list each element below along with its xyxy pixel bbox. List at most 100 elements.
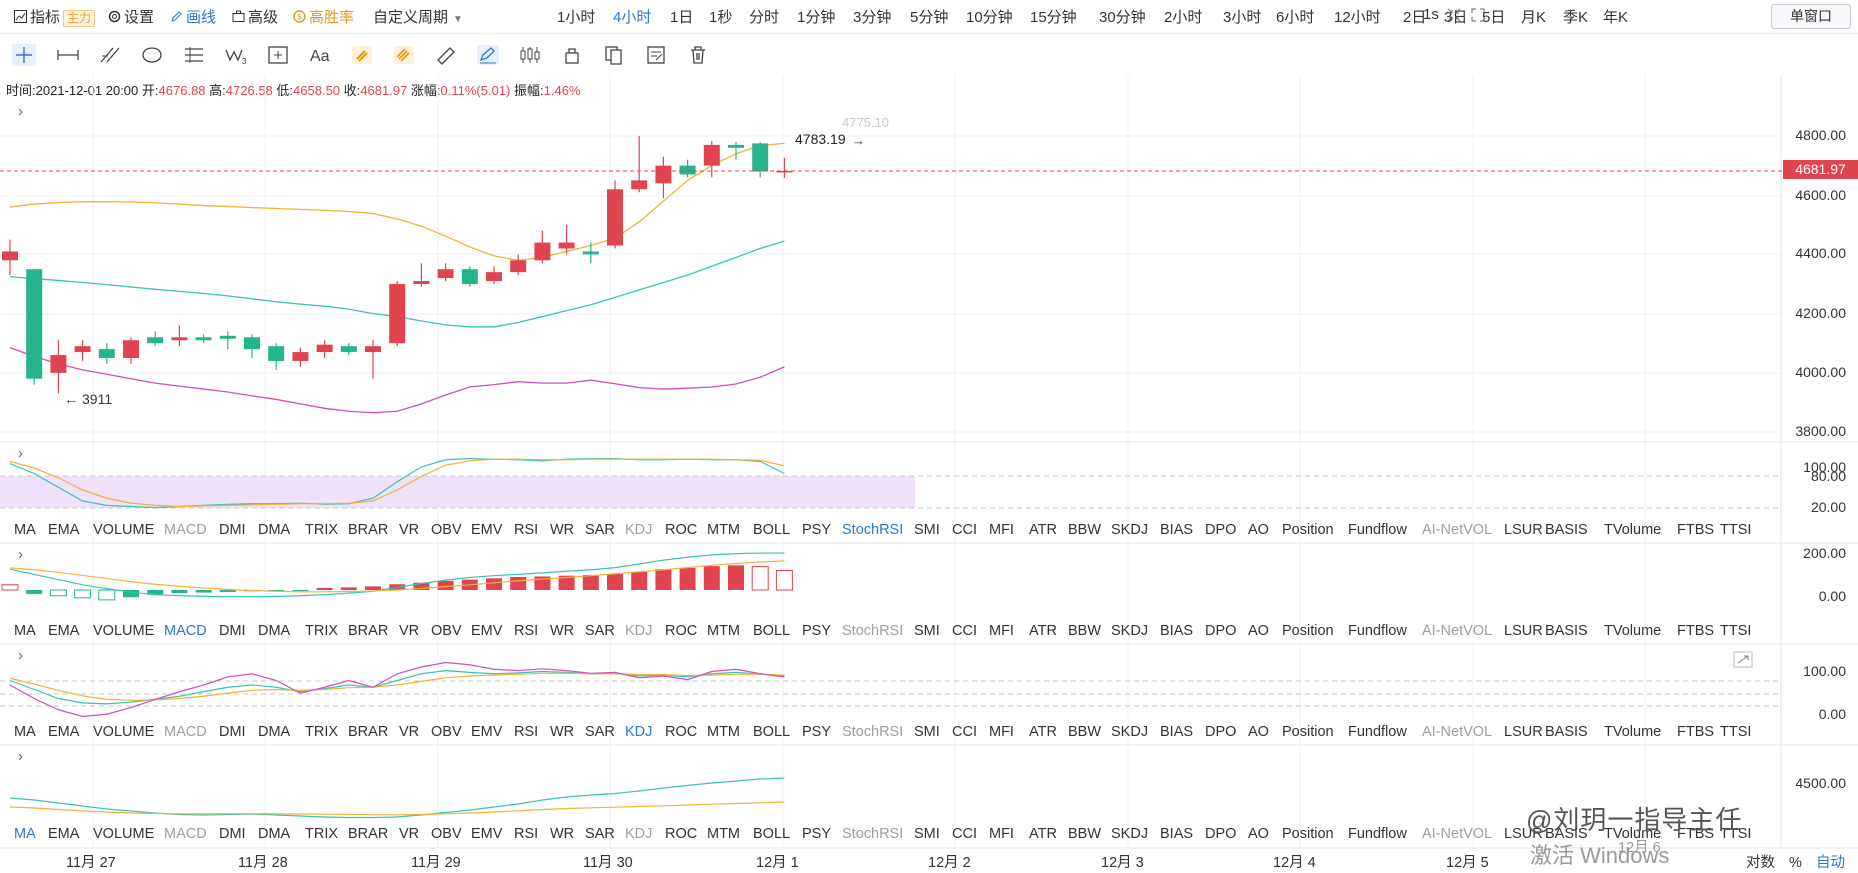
indicator-tab-tvolume[interactable]: TVolume — [1604, 522, 1662, 538]
fibonacci-icon[interactable] — [182, 44, 206, 66]
stochrsi-pane-chevron-icon[interactable]: › — [18, 445, 23, 462]
indicator-tab-basis[interactable]: BASIS — [1545, 623, 1588, 639]
period-14[interactable]: 12小时 — [1334, 9, 1381, 26]
indicator-tab-brar[interactable]: BRAR — [348, 826, 389, 842]
log-scale-toggle[interactable]: 对数 — [1746, 855, 1775, 871]
custom-period-dropdown[interactable]: 自定义周期 ▼ — [373, 9, 463, 26]
draw-button[interactable]: 画线 — [170, 6, 216, 27]
indicator-tab-wr[interactable]: WR — [550, 826, 575, 842]
measure-box-icon[interactable] — [266, 44, 290, 66]
indicator-tab-obv[interactable]: OBV — [431, 623, 462, 639]
indicator-tab-rsi[interactable]: RSI — [514, 623, 539, 639]
indicator-tab-smi[interactable]: SMI — [914, 522, 940, 538]
indicator-tab-dma[interactable]: DMA — [258, 522, 291, 538]
indicator-tab-basis[interactable]: BASIS — [1545, 522, 1588, 538]
indicator-tab-ttsi[interactable]: TTSI — [1720, 522, 1752, 538]
indicator-tab-trix[interactable]: TRIX — [305, 623, 339, 639]
indicator-tab-ema[interactable]: EMA — [48, 724, 80, 740]
indicator-tab-ai-netvol[interactable]: AI-NetVOL — [1422, 826, 1493, 842]
indicator-tab-ftbs[interactable]: FTBS — [1677, 724, 1715, 740]
indicator-tab-stochrsi[interactable]: StochRSI — [842, 826, 904, 842]
period-10[interactable]: 30分钟 — [1099, 9, 1146, 26]
indicator-tab-macd[interactable]: MACD — [164, 724, 207, 740]
indicator-tab-lsur[interactable]: LSUR — [1504, 826, 1543, 842]
kdj-pane-chevron-icon[interactable]: › — [18, 647, 23, 664]
indicator-tab-trix[interactable]: TRIX — [305, 724, 339, 740]
period-3[interactable]: 1秒 — [709, 9, 733, 26]
indicator-tab-kdj[interactable]: KDJ — [625, 623, 653, 639]
indicator-tab-ema[interactable]: EMA — [48, 623, 80, 639]
indicator-tab-atr[interactable]: ATR — [1029, 623, 1057, 639]
indicator-tab-ttsi[interactable]: TTSI — [1720, 826, 1752, 842]
indicator-tab-lsur[interactable]: LSUR — [1504, 522, 1543, 538]
indicator-tab-trix[interactable]: TRIX — [305, 522, 339, 538]
edit-drawing-icon[interactable] — [476, 44, 500, 66]
indicator-tab-position[interactable]: Position — [1282, 724, 1334, 740]
indicator-tab-macd[interactable]: MACD — [164, 826, 207, 842]
indicator-tab-basis[interactable]: BASIS — [1545, 724, 1588, 740]
indicator-button[interactable]: 指标 主力 — [14, 6, 96, 27]
indicator-tab-smi[interactable]: SMI — [914, 826, 940, 842]
indicator-tab-atr[interactable]: ATR — [1029, 522, 1057, 538]
period-0[interactable]: 1小时 — [557, 9, 596, 26]
indicator-tab-sar[interactable]: SAR — [585, 522, 615, 538]
indicator-tab-wr[interactable]: WR — [550, 522, 575, 538]
indicator-tab-bbw[interactable]: BBW — [1068, 522, 1102, 538]
wave-pattern-icon[interactable]: 3 — [224, 44, 248, 66]
template-icon[interactable] — [644, 44, 668, 66]
period-11[interactable]: 2小时 — [1164, 9, 1203, 26]
indicator-tab-dpo[interactable]: DPO — [1205, 522, 1237, 538]
indicator-tab-ao[interactable]: AO — [1248, 724, 1269, 740]
indicator-tab-vr[interactable]: VR — [399, 724, 420, 740]
indicator-tab-position[interactable]: Position — [1282, 623, 1334, 639]
indicator-tab-skdj[interactable]: SKDJ — [1111, 724, 1149, 740]
indicator-tab-obv[interactable]: OBV — [431, 522, 462, 538]
indicator-tab-ma[interactable]: MA — [14, 623, 36, 639]
indicator-tab-rsi[interactable]: RSI — [514, 522, 539, 538]
indicator-tab-psy[interactable]: PSY — [802, 826, 832, 842]
indicator-tab-dma[interactable]: DMA — [258, 826, 291, 842]
indicator-tab-ema[interactable]: EMA — [48, 826, 80, 842]
indicator-tab-dmi[interactable]: DMI — [219, 623, 246, 639]
indicator-tab-lsur[interactable]: LSUR — [1504, 724, 1543, 740]
indicator-tab-kdj[interactable]: KDJ — [625, 522, 653, 538]
indicator-tab-roc[interactable]: ROC — [665, 826, 698, 842]
indicator-tab-wr[interactable]: WR — [550, 724, 575, 740]
expand-icon[interactable] — [1471, 8, 1485, 22]
magnet-strong-icon[interactable] — [392, 44, 416, 66]
indicator-tab-volume[interactable]: VOLUME — [93, 724, 155, 740]
indicator-tab-cci[interactable]: CCI — [952, 623, 977, 639]
trash-icon[interactable] — [686, 44, 710, 66]
indicator-tab-volume[interactable]: VOLUME — [93, 522, 155, 538]
indicator-tab-skdj[interactable]: SKDJ — [1111, 522, 1149, 538]
indicator-tab-dpo[interactable]: DPO — [1205, 623, 1237, 639]
indicator-tab-mfi[interactable]: MFI — [989, 623, 1014, 639]
indicator-tab-position[interactable]: Position — [1282, 522, 1334, 538]
indicator-tab-roc[interactable]: ROC — [665, 623, 698, 639]
indicator-tab-mfi[interactable]: MFI — [989, 724, 1014, 740]
indicator-tab-ttsi[interactable]: TTSI — [1720, 724, 1752, 740]
indicator-tab-volume[interactable]: VOLUME — [93, 826, 155, 842]
indicator-tab-wr[interactable]: WR — [550, 623, 575, 639]
indicator-tab-ftbs[interactable]: FTBS — [1677, 623, 1715, 639]
indicator-tab-ao[interactable]: AO — [1248, 826, 1269, 842]
collapse-icon[interactable] — [1447, 8, 1461, 22]
indicator-tab-fundflow[interactable]: Fundflow — [1348, 522, 1407, 538]
percent-scale-toggle[interactable]: % — [1789, 855, 1802, 871]
magnet-icon[interactable] — [350, 44, 374, 66]
indicator-tab-bias[interactable]: BIAS — [1160, 522, 1194, 538]
indicator-tab-rsi[interactable]: RSI — [514, 826, 539, 842]
indicator-tab-bias[interactable]: BIAS — [1160, 724, 1194, 740]
crosshair-icon[interactable] — [12, 44, 36, 66]
indicator-tab-ao[interactable]: AO — [1248, 522, 1269, 538]
indicator-tab-vr[interactable]: VR — [399, 826, 420, 842]
period-5[interactable]: 1分钟 — [797, 9, 836, 26]
indicator-tab-tvolume[interactable]: TVolume — [1604, 724, 1662, 740]
indicator-tab-emv[interactable]: EMV — [471, 522, 503, 538]
indicator-tab-ai-netvol[interactable]: AI-NetVOL — [1422, 522, 1493, 538]
period-19[interactable]: 季K — [1563, 9, 1589, 26]
indicator-tab-boll[interactable]: BOLL — [753, 623, 791, 639]
indicator-tab-macd[interactable]: MACD — [164, 623, 207, 639]
text-icon[interactable]: Aa — [308, 44, 332, 66]
indicator-tab-mtm[interactable]: MTM — [707, 724, 741, 740]
